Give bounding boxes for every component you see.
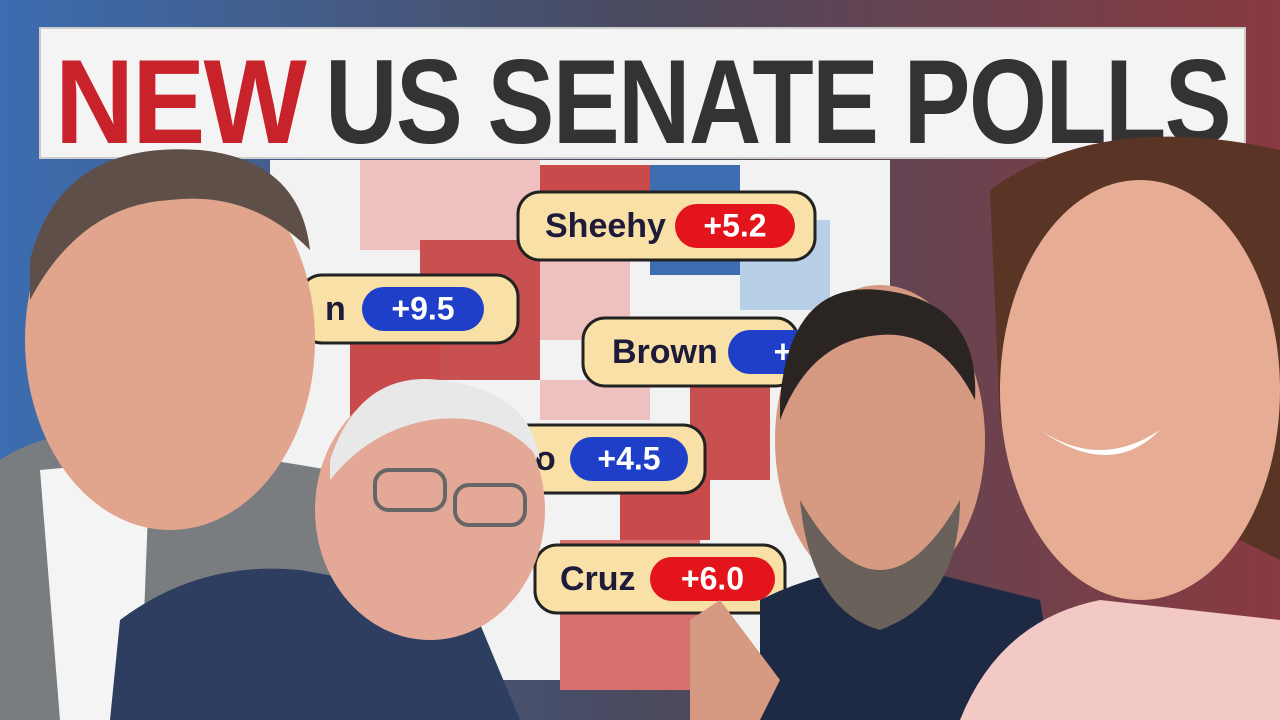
candidate-name: o <box>535 440 556 478</box>
margin-badge <box>675 204 795 248</box>
margin-badge <box>650 557 775 601</box>
candidate-name: Cruz <box>560 560 636 598</box>
candidate-name: Sheehy <box>545 207 666 245</box>
person-left <box>0 149 340 720</box>
margin-value: +6.0 <box>681 560 744 596</box>
title-highlight: NEW <box>55 35 307 169</box>
margin-value: +9.5 <box>391 290 454 326</box>
candidate-name: Brown <box>612 333 718 371</box>
person-sanders <box>110 379 545 720</box>
margin-badge <box>362 287 484 331</box>
title-banner: NEW US SENATE POLLS <box>39 27 1246 169</box>
margin-badge <box>570 437 688 481</box>
candidate-name: n <box>325 290 346 328</box>
title: US SENATE POLLS <box>325 35 1230 169</box>
margin-value: +5.2 <box>703 207 766 243</box>
margin-value: +4.5 <box>597 440 660 476</box>
person-lake <box>960 136 1280 720</box>
